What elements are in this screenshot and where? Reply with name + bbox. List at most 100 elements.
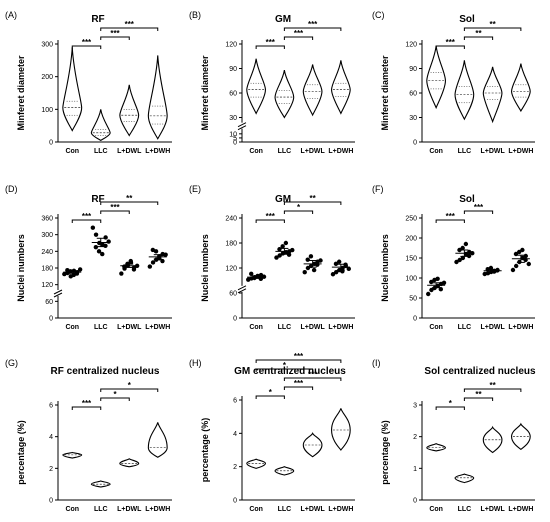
data-point bbox=[466, 253, 472, 259]
data-point bbox=[516, 249, 522, 255]
significance-label: *** bbox=[308, 20, 318, 29]
violin-Con bbox=[246, 58, 266, 115]
data-point bbox=[96, 249, 102, 254]
significance-bracket bbox=[283, 210, 314, 214]
y-tick-label: 0 bbox=[413, 498, 417, 505]
x-tick-label: L+DWH bbox=[328, 506, 353, 513]
y-tick-label: 120 bbox=[405, 42, 417, 49]
y-tick-label: 60 bbox=[409, 91, 417, 98]
significance-label: *** bbox=[82, 399, 92, 408]
data-point bbox=[93, 244, 99, 250]
x-tick-label: L+DWL bbox=[480, 148, 505, 155]
panel-title: RF bbox=[91, 194, 104, 205]
panel-4: (D) RF Nuclei numbers 0 60 120 180 240 300 360 Con… bbox=[5, 184, 172, 331]
y-tick-label: 250 bbox=[405, 216, 417, 223]
y-tick-label: 0 bbox=[233, 498, 237, 505]
data-point bbox=[457, 257, 462, 263]
y-tick-label: 0 bbox=[49, 316, 53, 323]
x-tick-label: L+DWH bbox=[328, 148, 353, 155]
y-tick-label: 100 bbox=[41, 107, 53, 114]
panel-letter: (H) bbox=[189, 358, 202, 368]
x-tick-label: Con bbox=[249, 506, 263, 513]
violin-L+DWH bbox=[147, 422, 168, 458]
data-point bbox=[333, 269, 339, 275]
data-point bbox=[106, 239, 111, 244]
data-point bbox=[128, 258, 133, 264]
y-tick-label: 30 bbox=[409, 115, 417, 122]
panel-title: Sol centralized nucleus bbox=[424, 366, 536, 377]
data-point bbox=[119, 271, 124, 276]
x-tick-label: LLC bbox=[458, 148, 472, 155]
significance-label: *** bbox=[125, 20, 135, 29]
y-tick-label: 1 bbox=[413, 466, 417, 473]
violin-Con bbox=[426, 442, 446, 452]
x-tick-label: Con bbox=[65, 324, 79, 331]
violin-L+DWH bbox=[511, 63, 531, 113]
panel-letter: (D) bbox=[5, 184, 18, 194]
data-point bbox=[311, 267, 317, 273]
violin-Con bbox=[62, 451, 83, 459]
significance-bracket bbox=[71, 219, 102, 223]
y-axis-label: Nuclei numbers bbox=[16, 234, 26, 302]
y-axis-label: Nuclei numbers bbox=[380, 234, 390, 302]
significance-label: *** bbox=[266, 212, 276, 221]
x-tick-label: Con bbox=[65, 506, 79, 513]
data-point bbox=[147, 264, 153, 269]
data-point bbox=[488, 265, 494, 271]
y-tick-label: 0 bbox=[49, 140, 53, 147]
panel-title: GM bbox=[275, 194, 291, 205]
panel-title: Sol bbox=[459, 194, 475, 205]
y-tick-label: 0 bbox=[413, 316, 417, 323]
significance-bracket bbox=[283, 36, 314, 40]
panel-title: GM bbox=[275, 14, 291, 25]
data-point bbox=[513, 263, 519, 269]
y-tick-label: 150 bbox=[405, 256, 417, 263]
significance-label: * bbox=[269, 388, 273, 397]
data-point bbox=[526, 261, 531, 267]
panel-title: GM centralized nucleus bbox=[234, 366, 346, 377]
data-point bbox=[280, 244, 285, 249]
panel-letter: (A) bbox=[5, 10, 17, 20]
data-point bbox=[463, 241, 469, 247]
y-tick-label: 240 bbox=[41, 249, 53, 256]
y-tick-label: 4 bbox=[233, 431, 237, 438]
data-point bbox=[523, 253, 528, 259]
x-tick-label: L+DWL bbox=[117, 148, 142, 155]
significance-bracket bbox=[283, 377, 342, 381]
data-point bbox=[520, 247, 525, 253]
data-point bbox=[163, 252, 168, 257]
data-point bbox=[249, 271, 254, 277]
data-point bbox=[343, 262, 348, 267]
significance-bracket bbox=[71, 406, 102, 410]
violin-LLC bbox=[274, 70, 295, 119]
y-tick-label: 60 bbox=[229, 91, 237, 98]
significance-bracket bbox=[435, 406, 465, 410]
significance-label: *** bbox=[294, 379, 304, 388]
y-tick-label: 60 bbox=[45, 299, 53, 306]
data-point bbox=[315, 262, 320, 267]
x-tick-label: Con bbox=[65, 148, 79, 155]
significance-label: ** bbox=[475, 29, 482, 38]
significance-bracket bbox=[283, 386, 314, 390]
x-tick-label: L+DWL bbox=[117, 324, 142, 331]
violin-L+DWH bbox=[147, 55, 168, 140]
significance-label: *** bbox=[308, 370, 318, 379]
panel-letter: (C) bbox=[372, 10, 385, 20]
panel-letter: (E) bbox=[189, 184, 201, 194]
data-point bbox=[510, 267, 516, 273]
data-point bbox=[283, 240, 289, 246]
x-tick-label: LLC bbox=[458, 506, 472, 513]
x-tick-label: LLC bbox=[94, 506, 108, 513]
significance-label: *** bbox=[294, 29, 304, 38]
x-tick-label: L+DWL bbox=[300, 324, 325, 331]
data-point bbox=[454, 259, 459, 265]
y-tick-label: 120 bbox=[41, 282, 53, 289]
y-tick-label: 2 bbox=[49, 466, 53, 473]
significance-label: * bbox=[283, 361, 287, 370]
data-point bbox=[426, 291, 431, 297]
axis-break-mark bbox=[237, 125, 247, 131]
significance-bracket bbox=[463, 36, 494, 40]
axis-break-mark bbox=[237, 288, 247, 294]
y-tick-label: 100 bbox=[405, 276, 417, 283]
y-tick-label: 10 bbox=[229, 131, 237, 138]
